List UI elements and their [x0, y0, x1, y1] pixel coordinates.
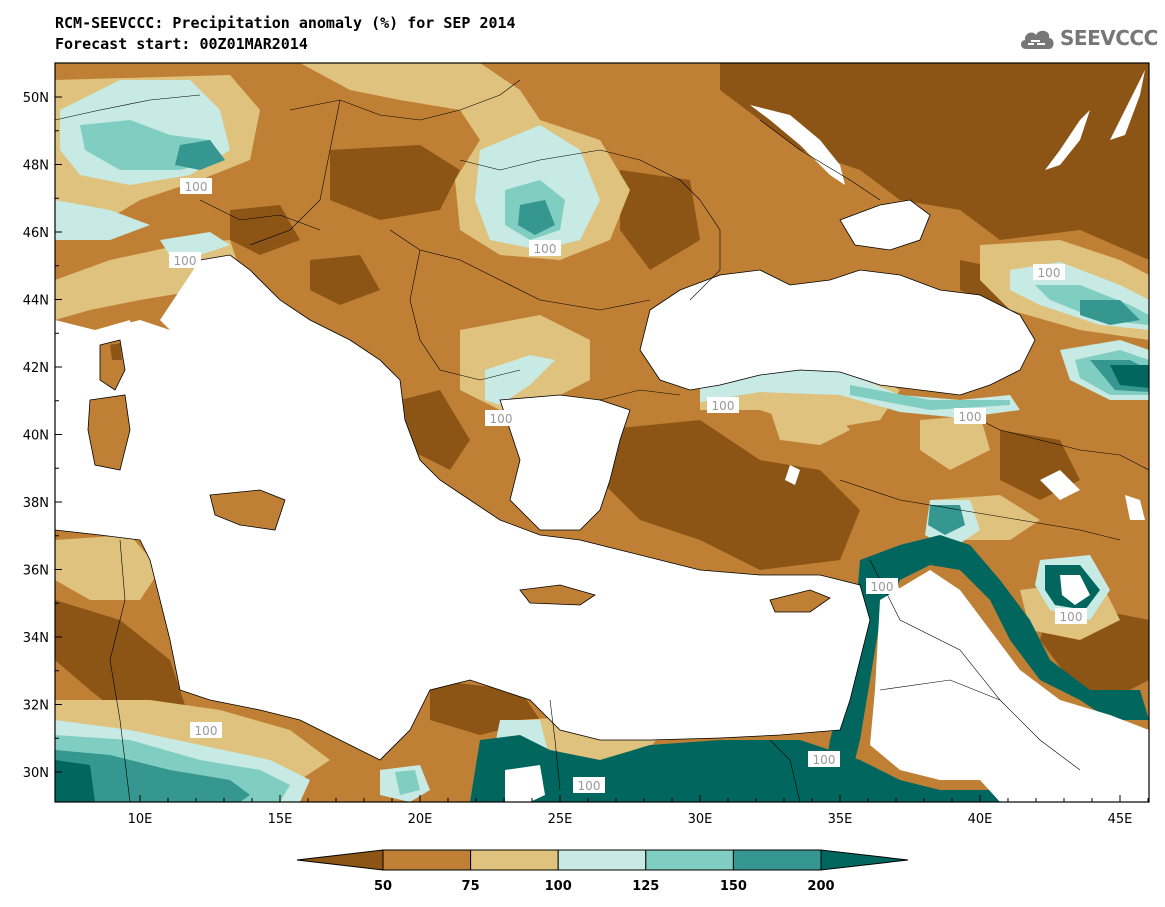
svg-text:100: 100 — [1038, 266, 1061, 280]
lat-tick-label: 44N — [23, 294, 49, 309]
contour-label: 100 — [866, 578, 898, 594]
svg-text:100: 100 — [490, 412, 513, 426]
colorbar-lower-arrow — [296, 849, 384, 871]
contour-label: 100 — [180, 178, 212, 194]
contour-labels: 100 100 100 100 100 100 100 100 100 100 … — [169, 178, 1087, 793]
lat-tick-label: 46N — [23, 226, 49, 241]
colorbar-segment — [470, 849, 559, 871]
colorbar-segment — [732, 849, 822, 871]
lat-tick-label: 38N — [23, 496, 49, 511]
lon-tick-label: 10E — [128, 812, 153, 827]
svg-text:100: 100 — [195, 724, 218, 738]
logo-text: SEEVCCC — [1060, 26, 1158, 50]
latitude-axis: 50N 48N 46N 44N 42N 40N 38N 36N 34N 32N 30N — [23, 91, 62, 781]
contour-label: 100 — [707, 397, 739, 413]
contour-label: 100 — [169, 252, 201, 268]
colorbar-segment — [645, 849, 734, 871]
seevccc-logo: SEEVCCC — [1018, 22, 1158, 54]
country-borders — [55, 79, 1149, 802]
svg-text:100: 100 — [1060, 610, 1083, 624]
contour-label: 100 — [954, 408, 986, 424]
contour-label: 100 — [808, 751, 840, 767]
svg-text:100: 100 — [712, 399, 735, 413]
svg-text:100: 100 — [174, 254, 197, 268]
colorbar-label: 75 — [462, 879, 480, 894]
lat-tick-label: 32N — [23, 699, 49, 714]
lat-tick-label: 34N — [23, 631, 49, 646]
svg-text:100: 100 — [871, 580, 894, 594]
colorbar-upper-arrow — [820, 849, 909, 871]
contour-label: 100 — [190, 722, 222, 738]
colorbar-label: 100 — [545, 879, 572, 894]
lat-tick-label: 36N — [23, 564, 49, 579]
colorbar-label: 200 — [807, 879, 834, 894]
svg-text:100: 100 — [185, 180, 208, 194]
lon-tick-label: 20E — [408, 812, 433, 827]
lon-tick-label: 15E — [268, 812, 293, 827]
colorbar-label: 150 — [720, 879, 747, 894]
title-line-2: Forecast start: 00Z01MAR2014 — [55, 35, 308, 53]
lon-tick-label: 45E — [1108, 812, 1133, 827]
lon-tick-label: 35E — [828, 812, 853, 827]
colorbar-label: 50 — [374, 879, 392, 894]
map-frame — [54, 62, 1150, 803]
colorbar-segment — [557, 849, 647, 871]
lon-tick-label: 40E — [968, 812, 993, 827]
contour-label: 100 — [485, 410, 517, 426]
svg-text:100: 100 — [578, 779, 601, 793]
cloud-icon — [1020, 30, 1054, 49]
svg-text:100: 100 — [813, 753, 836, 767]
contour-label: 100 — [1055, 608, 1087, 624]
islands — [88, 340, 830, 612]
colorbar-label: 125 — [632, 879, 659, 894]
title-line-1: RCM-SEEVCCC: Precipitation anomaly (%) f… — [55, 14, 516, 32]
map-title: RCM-SEEVCCC: Precipitation anomaly (%) f… — [55, 13, 516, 55]
contour-label: 100 — [573, 777, 605, 793]
svg-text:100: 100 — [534, 242, 557, 256]
lon-tick-label: 30E — [688, 812, 713, 827]
colorbar: 50 75 100 125 150 200 — [296, 849, 909, 894]
lat-tick-label: 30N — [23, 766, 49, 781]
lat-tick-label: 42N — [23, 361, 49, 376]
longitude-axis: 10E 15E 20E 25E 30E 35E 40E 45E — [128, 795, 1149, 827]
lat-tick-label: 40N — [23, 429, 49, 444]
lat-tick-label: 50N — [23, 91, 49, 106]
map-field: 100 100 100 100 100 100 100 100 100 100 … — [55, 63, 1149, 802]
svg-text:100: 100 — [959, 410, 982, 424]
colorbar-segment — [382, 849, 472, 871]
sea-and-nodata-mask — [55, 70, 1149, 802]
contour-label: 100 — [529, 240, 561, 256]
lat-tick-label: 48N — [23, 159, 49, 174]
lon-tick-label: 25E — [548, 812, 573, 827]
contour-label: 100 — [1033, 264, 1065, 280]
